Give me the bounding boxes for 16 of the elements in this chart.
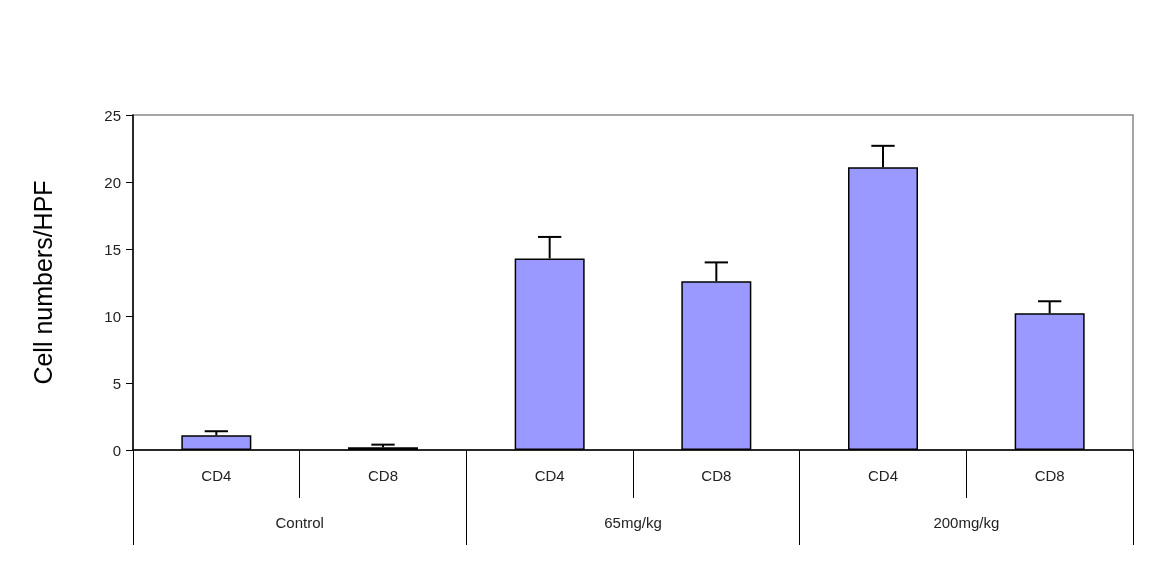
y-tick-label: 15 bbox=[104, 240, 121, 258]
x-tick-label: CD8 bbox=[1034, 467, 1065, 484]
y-tick-label: 10 bbox=[104, 307, 121, 325]
text: 65mg/kg bbox=[604, 514, 662, 531]
y-axis-title: Cell numbers/HPF bbox=[28, 180, 57, 385]
y-tick-label: 25 bbox=[104, 106, 121, 124]
text: Control bbox=[275, 514, 324, 531]
y-tick-label: 5 bbox=[112, 374, 121, 392]
x-tick-label: CD4 bbox=[867, 467, 899, 484]
text: 200mg/kg bbox=[933, 514, 1000, 531]
y-tick-label: 0 bbox=[112, 441, 121, 459]
x-tick-label: CD4 bbox=[534, 467, 565, 484]
x-tick-label: CD8 bbox=[367, 467, 399, 484]
y-tick-label: 20 bbox=[104, 173, 121, 191]
x-tick-label: CD4 bbox=[201, 467, 232, 484]
x-tick-label: CD8 bbox=[701, 467, 732, 484]
